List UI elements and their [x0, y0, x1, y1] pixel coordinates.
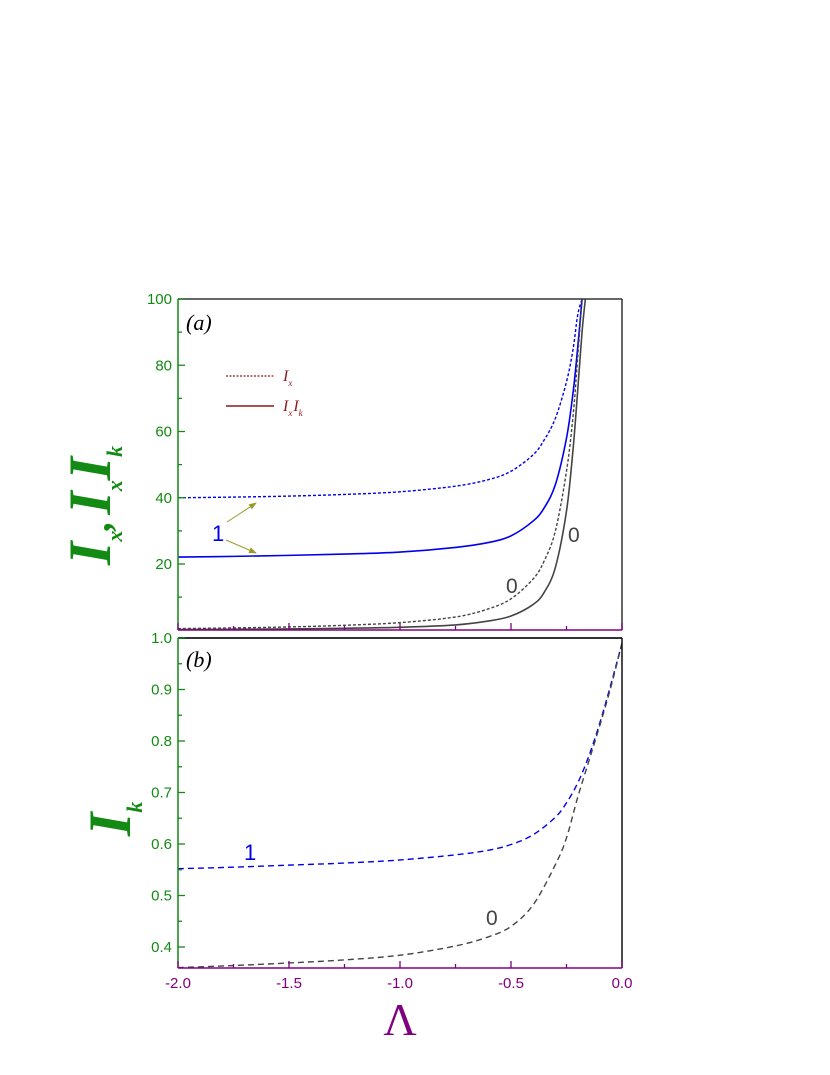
- legend: Ix IxIk: [226, 368, 304, 418]
- y-tick-label: 0.5: [151, 888, 172, 905]
- panel-a-plot-area: [178, 299, 622, 630]
- panel-a-y-ticks: 20 40 60 80 100: [147, 291, 185, 598]
- y-tick-label: 0.8: [151, 733, 172, 750]
- y-tick-label: 60: [155, 424, 172, 441]
- panel-a-label: (a): [186, 310, 212, 335]
- panel-a-y-axis-label: Ix,IxIk: [57, 446, 127, 566]
- annotation-label-0-b: 0: [486, 907, 498, 930]
- annotation-label-0-a-solid: 0: [568, 524, 580, 547]
- series-line-i-k-0-: [178, 642, 622, 968]
- panel-a-curves: [178, 299, 587, 630]
- y-tick-label: 1.0: [151, 630, 172, 647]
- panel-b: 0.4 0.5 0.6 0.7 0.8 0.9 1.0 -2.0 -1.5 -1.0 -0.5 0.…: [77, 630, 632, 992]
- svg-text:Ix,IxIk: Ix,IxIk: [57, 446, 127, 566]
- y-tick-label: 80: [155, 357, 172, 374]
- annotation-label-0-a-dotted: 0: [506, 575, 518, 598]
- series-line-i-x-i-k-0-: [178, 299, 587, 630]
- x-axis-label: Λ: [383, 994, 416, 1045]
- x-tick-label: -1.5: [276, 975, 302, 992]
- x-tick-label: -2.0: [165, 975, 191, 992]
- y-tick-label: 0.7: [151, 785, 172, 802]
- panel-a: 20 40 60 80 100 (a) Ix IxIk 1 0 0 Ix,IxIk: [57, 291, 623, 631]
- panel-b-x-ticks: -2.0 -1.5 -1.0 -0.5 0.0: [165, 961, 632, 992]
- legend-label-ix: Ix: [282, 368, 292, 388]
- series-line-i-x-i-k-1-: [178, 299, 583, 558]
- series-line-i-x-1-: [178, 299, 583, 499]
- panel-b-curves: [178, 642, 622, 968]
- y-tick-label: 20: [155, 556, 172, 573]
- y-tick-label: 100: [147, 291, 172, 308]
- svg-text:Ik: Ik: [77, 802, 147, 837]
- x-tick-label: -0.5: [498, 975, 524, 992]
- arrow-to-ixik-curve: [225, 539, 257, 554]
- y-tick-label: 0.6: [151, 836, 172, 853]
- x-tick-label: 0.0: [612, 975, 633, 992]
- annotation-arrows: [225, 502, 257, 554]
- series-line-i-k-1-: [178, 642, 622, 870]
- y-tick-label: 0.4: [151, 939, 172, 956]
- legend-label-ixik: IxIk: [282, 398, 304, 418]
- annotation-label-1-a: 1: [212, 521, 224, 546]
- panel-b-y-ticks: 0.4 0.5 0.6 0.7 0.8 0.9 1.0: [151, 630, 185, 956]
- series-line-i-x-0-: [178, 299, 583, 630]
- panel-a-x-ticks: [177, 623, 623, 630]
- panel-b-label: (b): [186, 647, 212, 672]
- annotation-label-1-b: 1: [244, 840, 256, 865]
- panel-b-y-axis-label: Ik: [77, 802, 147, 837]
- arrow-to-ix-curve: [226, 502, 257, 523]
- y-tick-label: 40: [155, 490, 172, 507]
- y-tick-label: 0.9: [151, 682, 172, 699]
- x-tick-label: -1.0: [387, 975, 413, 992]
